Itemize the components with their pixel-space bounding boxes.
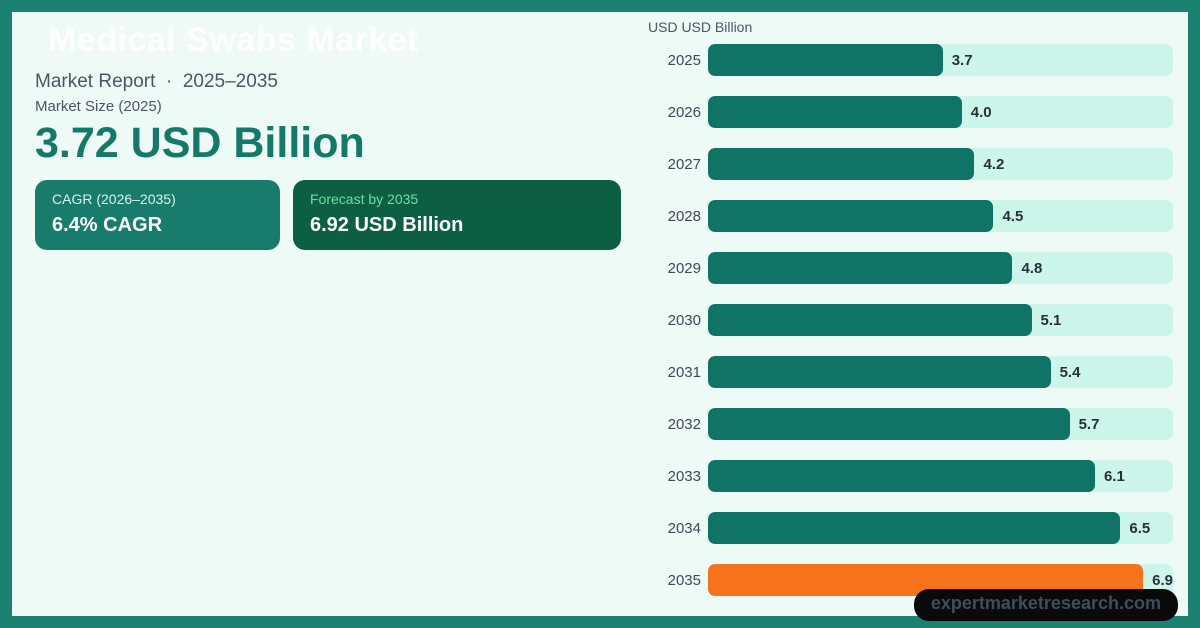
value-label: 5.7 — [1078, 415, 1100, 433]
value-label: 4.8 — [1021, 259, 1043, 277]
bar-fill — [708, 512, 1121, 544]
bar-track: 4.0 — [708, 96, 1173, 128]
bar-track: 3.7 — [708, 44, 1173, 76]
year-label: 2029 — [667, 259, 701, 277]
bar-track: 5.4 — [708, 356, 1173, 388]
market-size-value: 3.72 USD Billion — [35, 119, 365, 167]
bar-row: 2027 4.2 — [648, 148, 1173, 180]
bar-fill — [708, 356, 1051, 388]
value-label: 4.0 — [970, 103, 992, 121]
year-label: 2027 — [667, 155, 701, 173]
value-label: 5.4 — [1059, 363, 1081, 381]
bar-row: 2031 5.4 — [648, 356, 1173, 388]
value-label: 6.9 — [1152, 571, 1173, 589]
value-label: 6.1 — [1103, 467, 1125, 485]
bar-track: 4.8 — [708, 252, 1173, 284]
stat-badges: CAGR (2026–2035) 6.4% CAGR Forecast by 2… — [35, 180, 635, 250]
bar-rows: 2025 3.7 2026 4.0 2027 4.2 2028 4.5 2029… — [648, 44, 1173, 596]
bar-chart: USD USD Billion 2025 3.7 2026 4.0 2027 4… — [648, 19, 1173, 596]
bar-fill — [708, 200, 994, 232]
report-subtitle: Market Report · 2025–2035 — [35, 71, 278, 92]
bar-fill — [708, 408, 1070, 440]
chart-axis-title: USD USD Billion — [648, 19, 753, 35]
market-size-label: Market Size (2025) — [35, 98, 162, 115]
bar-track: 4.2 — [708, 148, 1173, 180]
bar-fill — [708, 148, 975, 180]
cagr-badge-value: 6.4% CAGR — [52, 214, 163, 236]
year-label: 2025 — [667, 51, 701, 69]
bar-fill — [708, 252, 1013, 284]
year-label: 2026 — [667, 103, 701, 121]
forecast-badge-label: Forecast by 2035 — [310, 191, 419, 207]
year-label: 2028 — [667, 207, 701, 225]
bar-row: 2029 4.8 — [648, 252, 1173, 284]
page-title: Medical Swabs Market — [48, 21, 419, 59]
bar-fill — [708, 304, 1032, 336]
bar-row: 2033 6.1 — [648, 460, 1173, 492]
bar-row: 2034 6.5 — [648, 512, 1173, 544]
infographic-background: Medical Swabs Market Market Report · 202… — [12, 12, 1188, 616]
value-label: 4.2 — [983, 155, 1005, 173]
bar-track: 5.7 — [708, 408, 1173, 440]
value-label: 5.1 — [1040, 311, 1062, 329]
value-label: 3.7 — [951, 51, 973, 69]
bar-row: 2032 5.7 — [648, 408, 1173, 440]
bar-track: 6.5 — [708, 512, 1173, 544]
bar-fill — [708, 44, 943, 76]
bar-track: 6.1 — [708, 460, 1173, 492]
bar-track: 4.5 — [708, 200, 1173, 232]
year-label: 2032 — [667, 415, 701, 433]
bar-row: 2025 3.7 — [648, 44, 1173, 76]
year-label: 2031 — [667, 363, 701, 381]
bar-row: 2030 5.1 — [648, 304, 1173, 336]
bar-track: 5.1 — [708, 304, 1173, 336]
bar-row: 2028 4.5 — [648, 200, 1173, 232]
cagr-badge: CAGR (2026–2035) 6.4% CAGR — [35, 180, 280, 250]
watermark-text: expertmarketresearch.com — [930, 593, 1161, 613]
forecast-badge: Forecast by 2035 6.92 USD Billion — [293, 180, 621, 250]
cagr-badge-label: CAGR (2026–2035) — [52, 191, 176, 207]
value-label: 4.5 — [1002, 207, 1024, 225]
forecast-badge-value: 6.92 USD Billion — [310, 214, 464, 236]
bar-fill — [708, 96, 962, 128]
year-label: 2034 — [667, 519, 701, 537]
left-panel: Medical Swabs Market Market Report · 202… — [35, 20, 635, 250]
watermark-pill: expertmarketresearch.com — [913, 589, 1178, 621]
value-label: 6.5 — [1129, 519, 1151, 537]
year-label: 2035 — [667, 571, 701, 589]
bar-fill — [708, 460, 1095, 492]
year-label: 2030 — [667, 311, 701, 329]
bar-row: 2026 4.0 — [648, 96, 1173, 128]
year-label: 2033 — [667, 467, 701, 485]
